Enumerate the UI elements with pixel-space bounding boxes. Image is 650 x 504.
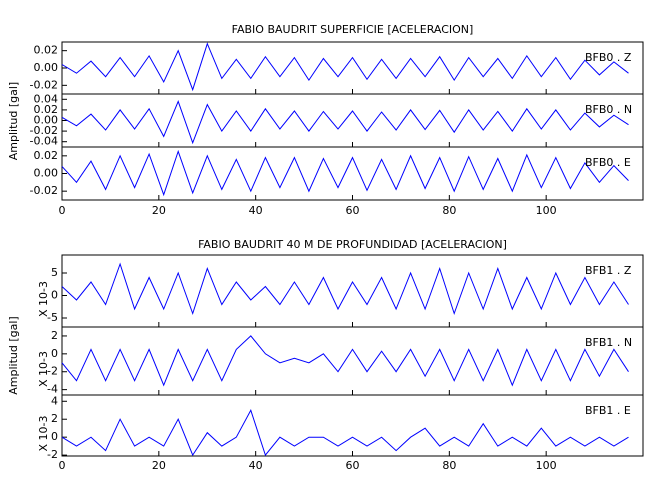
trace-label: BFB1 . N — [585, 336, 632, 349]
trace — [61, 42, 629, 92]
x-tick-label: 100 — [536, 459, 557, 472]
y-tick-label: -0.04 — [30, 135, 58, 148]
y-tick-label: 0.04 — [34, 92, 59, 105]
x-tick-label: 20 — [152, 204, 166, 217]
panel-frame — [61, 254, 644, 328]
y-tick-label: -0.02 — [30, 124, 58, 137]
trace-label: BFB0 . Z — [585, 51, 632, 64]
trace-label: BFB1 . Z — [585, 264, 632, 277]
trace-label: BFB1 . E — [585, 404, 631, 417]
y-tick-label: -5 — [47, 311, 58, 324]
y-tick-label: 0.02 — [34, 103, 59, 116]
trace — [61, 262, 629, 316]
y-tick-label: -0.02 — [30, 78, 58, 91]
trace-label: BFB0 . E — [585, 156, 631, 169]
x-tick-label: 0 — [59, 459, 66, 472]
panel-frame — [61, 93, 644, 148]
y-tick-label: 5 — [51, 266, 58, 279]
y-tick-label: 0.02 — [34, 149, 59, 162]
y-tick-label: 0 — [51, 289, 58, 302]
x-tick-label: 40 — [249, 459, 263, 472]
panel-frame — [61, 326, 644, 396]
y-tick-label: 2 — [51, 412, 58, 425]
unit-label: X 10-3 — [37, 416, 50, 452]
x-tick-label: 40 — [249, 204, 263, 217]
y-tick-label: 0.00 — [34, 114, 59, 127]
y-tick-label: -2 — [47, 365, 58, 378]
y-tick-label: 0 — [51, 430, 58, 443]
chart-title: FABIO BAUDRIT 40 M DE PROFUNDIDAD [ACELE… — [198, 238, 507, 251]
unit-label: X 10-3 — [37, 351, 50, 387]
x-tick-label: 0 — [59, 204, 66, 217]
x-tick-label: 60 — [346, 459, 360, 472]
y-axis-label: Amplitud [gal] — [7, 316, 20, 394]
trace — [61, 335, 629, 387]
chart-title: FABIO BAUDRIT SUPERFICIE [ACELERACION] — [232, 23, 474, 36]
y-tick-label: 0.02 — [34, 44, 59, 57]
trace — [61, 99, 629, 145]
y-tick-label: 2 — [51, 329, 58, 342]
y-tick-label: -2 — [47, 448, 58, 461]
y-tick-label: -4 — [47, 383, 58, 396]
y-tick-label: 0.00 — [34, 61, 59, 74]
y-tick-label: 0.00 — [34, 167, 59, 180]
x-tick-label: 100 — [536, 204, 557, 217]
panel-frame — [61, 394, 644, 457]
trace-label: BFB0 . N — [585, 103, 632, 116]
x-tick-label: 80 — [442, 459, 456, 472]
y-tick-label: -0.02 — [30, 184, 58, 197]
y-tick-label: 0 — [51, 347, 58, 360]
trace — [61, 149, 629, 197]
x-tick-label: 60 — [346, 204, 360, 217]
x-tick-label: 80 — [442, 204, 456, 217]
x-tick-label: 20 — [152, 459, 166, 472]
y-axis-label: Amplitud [gal] — [7, 82, 20, 160]
y-tick-label: 4 — [51, 394, 58, 407]
trace — [61, 409, 629, 457]
unit-label: X 10-3 — [37, 281, 50, 317]
panel-frame — [61, 41, 644, 95]
